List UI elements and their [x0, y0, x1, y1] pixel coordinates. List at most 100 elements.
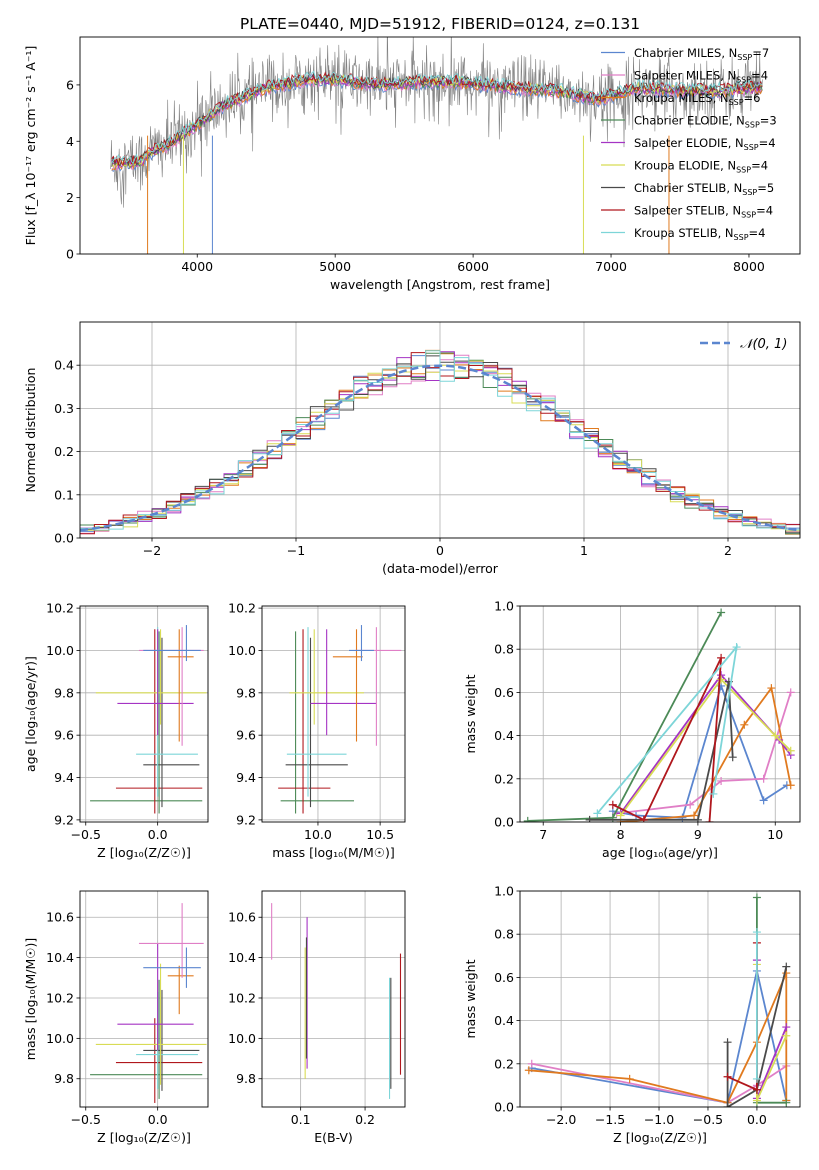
panel-mass-vs-Z: −0.5 0.0 9.8 10.0 10.2 10.4 10.6 Z [log₁₀(Z/Z☉)…: [23, 890, 209, 1145]
mass-weight-marker: [782, 1098, 791, 1107]
y-tick-label: 0.2: [54, 444, 74, 459]
gaussian-curve: [80, 364, 800, 532]
plot-area: [80, 891, 208, 1107]
axes-frame: [519, 605, 801, 823]
y-tick-label: 0.2: [494, 1056, 514, 1071]
mass-weight-marker: [740, 720, 749, 729]
y-tick-label: 9.8: [54, 1071, 74, 1086]
mass-weight-marker: [782, 1031, 791, 1040]
x-tick-label: 4000: [181, 259, 213, 274]
mass-weight-marker: [752, 893, 761, 902]
plot-area: [520, 891, 800, 1107]
mass-weight-line: [531, 970, 788, 1104]
x-tick-label: −2.0: [546, 1112, 576, 1127]
axes-frame: [79, 36, 801, 255]
mass-weight-marker: [593, 809, 602, 818]
mass-weight-line: [531, 1062, 787, 1104]
y-tick-label: 0.0: [54, 531, 74, 546]
legend-entry: Kroupa STELIB, NSSP=4: [634, 226, 765, 242]
x-axis-label: Z [log₁₀(Z/Z☉)]: [613, 1130, 707, 1145]
plot-area: [80, 606, 208, 822]
mass-weight-marker: [752, 928, 761, 937]
mass-weight-marker: [527, 1059, 536, 1068]
mass-weight-marker: [608, 800, 617, 809]
mass-weight-marker: [752, 1085, 761, 1094]
y-tick-label: 10.4: [228, 950, 256, 965]
mass-weight-marker: [709, 789, 718, 798]
mass-weight-marker: [728, 753, 737, 762]
y-tick-label: 9.8: [236, 1071, 256, 1086]
y-axis-label: Normed distribution: [23, 368, 38, 493]
y-tick-label: 6: [66, 77, 74, 92]
y-tick-label: 10.6: [228, 910, 256, 925]
x-tick-label: 6000: [457, 259, 489, 274]
y-tick-label: 0.0: [494, 815, 514, 830]
x-tick-label: 0.0: [148, 827, 168, 842]
mass-weight-marker: [752, 1074, 761, 1083]
y-tick-label: 0.4: [494, 1013, 514, 1028]
x-tick-label: −2: [143, 543, 161, 558]
legend-entry: Chabrier MILES, NSSP=7: [634, 46, 769, 62]
mass-weight-marker: [639, 815, 648, 822]
x-tick-label: 8: [617, 827, 625, 842]
y-tick-label: 9.4: [236, 770, 256, 785]
x-axis-label: wavelength [Angstrom, rest frame]: [330, 277, 550, 292]
legend-entry: Salpeter STELIB, NSSP=4: [634, 204, 773, 220]
y-tick-label: 0.3: [54, 401, 74, 416]
x-tick-label: −1: [287, 543, 305, 558]
axes-frame: [261, 605, 406, 823]
mass-weight-marker: [585, 815, 594, 822]
x-tick-label: 9: [694, 827, 702, 842]
mass-weight-marker: [767, 684, 776, 693]
x-tick-label: −0.5: [693, 1112, 723, 1127]
x-axis-label: E(B-V): [314, 1130, 353, 1145]
mass-weight-marker: [771, 731, 780, 740]
x-tick-label: 2: [724, 543, 732, 558]
mass-weight-marker: [625, 1074, 634, 1083]
mass-weight-marker: [616, 811, 625, 820]
y-tick-label: 0.4: [494, 728, 514, 743]
y-tick-label: 0.8: [494, 642, 514, 657]
x-tick-label: 0.2: [355, 1112, 375, 1127]
axes-frame: [79, 605, 209, 823]
mass-weight-marker: [759, 796, 768, 805]
mass-weight-marker: [723, 1038, 732, 1047]
panel-mass-weight-vs-age: 7 8 9 10 0.0 0.2 0.4 0.6 0.8 1.0 age [log₁₀(age/yr…: [463, 599, 801, 860]
mass-weight-marker: [723, 1103, 732, 1107]
y-axis-label: mass weight: [463, 959, 478, 1038]
y-axis-label: mass weight: [463, 674, 478, 753]
y-tick-label: 1.0: [494, 884, 514, 899]
x-tick-label: 7000: [595, 259, 627, 274]
x-tick-label: 0: [436, 543, 444, 558]
y-tick-label: 10.2: [228, 601, 256, 616]
y-tick-label: 10.0: [228, 643, 256, 658]
mass-weight-marker: [717, 675, 726, 684]
model-spectrum-line: [111, 71, 763, 166]
panel-age-vs-Z: −0.5 0.0 9.2 9.4 9.6 9.8 10.0 10.2 Z [log₁₀(Z/Z☉…: [23, 601, 209, 860]
axes-frame: [519, 890, 801, 1108]
mass-weight-line: [528, 972, 788, 1104]
figure-title: PLATE=0440, MJD=51912, FIBERID=0124, z=0…: [240, 15, 640, 33]
mass-weight-marker: [717, 653, 726, 662]
plot-area: [110, 37, 763, 254]
legend-entry: Chabrier STELIB, NSSP=5: [634, 181, 774, 197]
y-tick-label: 0.1: [54, 487, 74, 502]
y-tick-label: 0.0: [494, 1100, 514, 1115]
model-spectrum-line: [111, 70, 763, 164]
mass-weight-marker: [732, 643, 741, 652]
y-tick-label: 10.2: [46, 601, 74, 616]
y-tick-label: 1.0: [494, 599, 514, 614]
mass-weight-marker: [690, 811, 699, 820]
mass-weight-marker: [786, 688, 795, 697]
x-tick-label: 8000: [733, 259, 765, 274]
plot-area: [80, 322, 800, 538]
axes-frame: [79, 890, 209, 1108]
y-tick-label: 0.8: [494, 927, 514, 942]
x-axis-label: Z [log₁₀(Z/Z☉)]: [97, 1130, 191, 1145]
x-axis-label: mass [log₁₀(M/M☉)]: [272, 845, 394, 860]
axes-frame: [261, 890, 406, 1108]
mass-weight-marker: [723, 1072, 732, 1081]
mass-weight-marker: [717, 608, 726, 617]
x-tick-label: −0.5: [71, 1112, 101, 1127]
x-tick-label: 10.0: [304, 827, 332, 842]
